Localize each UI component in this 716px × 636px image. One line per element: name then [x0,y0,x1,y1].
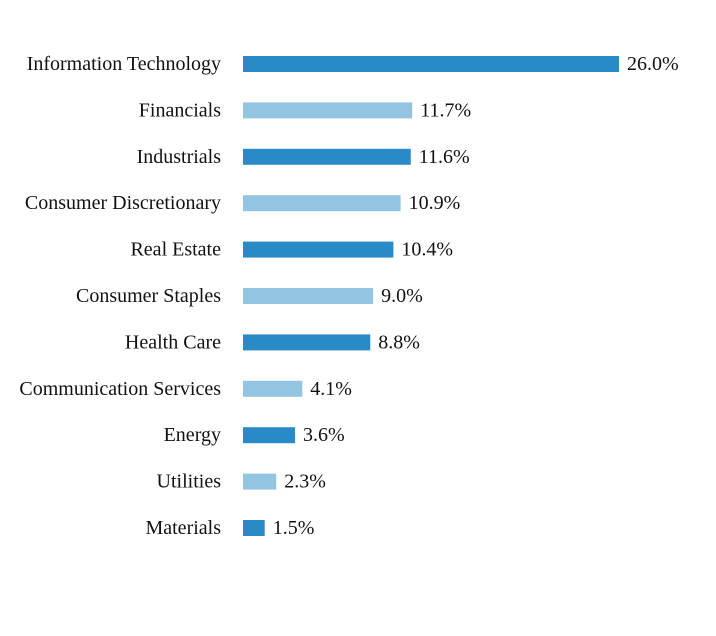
bar [243,520,265,536]
bar [243,241,394,258]
bar [243,334,371,351]
category-label: Real Estate [130,239,221,261]
value-label: 10.9% [409,192,461,214]
category-label: Utilities [157,471,222,493]
bar [243,56,619,72]
value-label: 9.0% [381,285,423,307]
bar [243,380,303,397]
value-label: 3.6% [303,424,345,446]
value-label: 2.3% [284,471,326,493]
value-label: 26.0% [627,53,679,75]
category-label: Materials [145,517,221,539]
bar [243,195,401,212]
bar [243,148,411,165]
value-label: 4.1% [310,378,352,400]
value-label: 1.5% [273,517,315,539]
category-label: Information Technology [27,53,221,75]
category-label: Consumer Staples [76,285,221,307]
value-label: 11.7% [420,99,471,121]
category-label: Energy [164,424,221,446]
category-label: Health Care [125,331,221,353]
bar [243,102,413,119]
category-label: Consumer Discretionary [25,192,221,214]
category-label: Industrials [137,146,222,168]
bar [243,473,277,490]
bar [243,288,374,304]
value-label: 10.4% [401,239,453,261]
category-label: Financials [139,99,221,121]
value-label: 11.6% [419,146,470,168]
category-label: Communication Services [19,378,221,400]
value-label: 8.8% [378,331,420,353]
bar [243,427,296,444]
